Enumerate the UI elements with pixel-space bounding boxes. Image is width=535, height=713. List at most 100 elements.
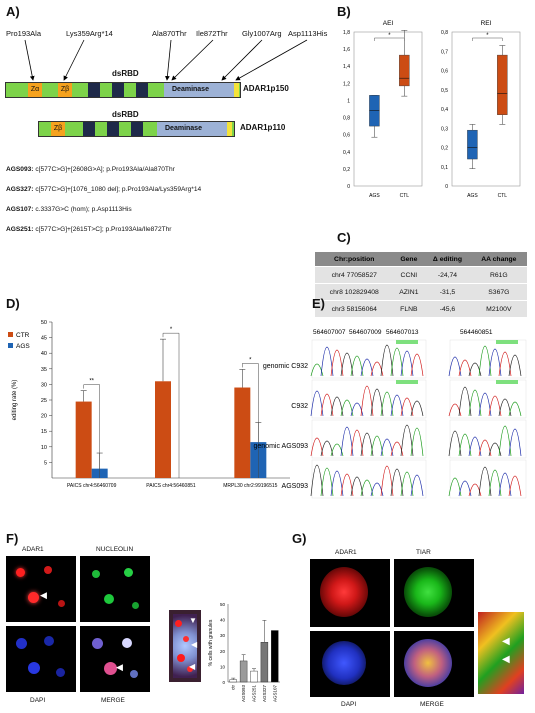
position-label: 564607007 [313,329,346,336]
mutation-label: Ala870Thr [152,29,187,38]
table-row: chr8 102829408 AZIN1 -31,5 S367G [315,283,527,301]
dsrbd-domain [88,83,100,97]
adar1-micrograph [310,559,390,627]
significance-bracket [83,384,100,478]
y-tick-label: 10 [220,664,226,669]
x-tick-label: AGS093 [241,685,246,703]
dsrbd-label-p150: dsRBD [112,69,139,78]
significance-bracket [242,363,259,478]
dsrbd-domain [136,83,148,97]
y-axis-label: % cells with granules [208,619,214,666]
y-tick-label: 5 [44,460,47,466]
y-tick-label: 0,4 [441,107,448,113]
bar [229,679,237,683]
x-tick-label: AGS251 [252,685,257,703]
dsrbd-label-p110: dsRBD [112,110,139,119]
trace-peak [508,428,522,457]
arrowhead-icon: ◀ [189,662,196,671]
panel-b-label: B) [337,4,351,19]
y-tick-label: 25 [41,398,47,404]
trace-peak [448,430,462,457]
tiar-caption: TIAR [416,549,431,556]
trace-peak [390,441,404,457]
dapi-micrograph [310,631,390,697]
trace-peak [310,464,324,497]
y-tick-label: 15 [41,429,47,435]
trace-peak [370,482,384,497]
x-tick-label: PAICS chr4:56460709 [67,483,117,489]
trace-peak [488,442,502,457]
z-beta-domain: Zβ [51,122,65,136]
y-tick-label: 0,7 [441,49,448,55]
trace-peak [478,345,492,377]
bar [75,401,92,478]
mutation-label: Asp1113His [288,29,328,38]
merge-zoom-inset: ▼ ◀ ◀ [169,610,201,682]
table-cell: -31,5 [424,283,471,301]
y-tick-label: 0,2 [343,167,350,173]
trace-peak [310,390,324,417]
y-tick-label: 20 [41,414,47,420]
bar [271,630,279,683]
table-cell: -45,6 [424,300,471,317]
sample-label: genomic C932 [263,363,308,370]
adar1-caption: ADAR1 [22,546,44,553]
patient-id: AGS093: [6,166,34,173]
trace-peak [380,465,394,497]
trace-peak [478,466,492,497]
patient-genotype: AGS093: c[577C>G]+[2608G>A]; p.Pro193Ala… [6,166,175,173]
quality-bar [496,340,518,344]
arrowhead-icon: ◀ [116,662,123,672]
patient-id: AGS251: [6,226,34,233]
trace-peak [498,425,512,457]
x-tick-label: ctr [231,684,236,690]
trace-peak [478,392,492,417]
trace-peak [350,429,364,457]
column-header: AA change [470,252,527,267]
merge-micrograph: ◀ [80,626,150,692]
trace-peak [330,443,344,457]
panel-c-label: C) [337,230,351,245]
trace-peak [380,391,394,417]
trace-peak [498,351,512,377]
trace-peak [488,469,502,497]
panel-a-label: A) [6,4,20,19]
x-tick-label: AGS [467,193,478,199]
trace-peak [320,467,334,497]
nucleolin-micrograph [80,556,150,622]
box [399,54,410,87]
trace-peak [410,427,424,457]
quality-bar [496,380,518,384]
p110-label: ADAR1p110 [240,123,286,132]
x-tick-label: CTL [498,193,508,199]
x-tick-label: MRPL30 chr2:99196515 [223,483,277,489]
table-cell: R61G [470,266,527,284]
legend-swatch [8,332,13,337]
patient-variant: c[577C>G]+[2615T>C]; p.Pro193Ala/Ile872T… [33,226,172,233]
trace-peak [488,348,502,377]
legend-label: CTR [16,332,30,339]
quality-bar [396,380,418,384]
x-tick-label: AGS [369,193,380,199]
y-tick-label: 35 [41,367,47,373]
trace-peak [410,353,424,377]
trace-frame [311,459,427,499]
bar [239,660,248,683]
trace-peak [448,403,462,417]
table-row: chr3 58156064 FLNB -45,6 M2100V [315,300,527,317]
y-tick-label: 0 [222,680,225,685]
trace-peak [340,426,354,457]
patient-genotype: AGS251: c[577C>G]+[2615T>C]; p.Pro193Ala… [6,226,172,233]
y-tick-label: 30 [220,633,226,638]
sample-label: genomic AGS093 [254,443,309,450]
y-tick-label: 0,4 [343,150,350,156]
y-tick-label: 45 [41,336,47,342]
trace-peak [508,401,522,417]
y-tick-label: 1,2 [343,81,350,87]
significance-label: * [486,33,489,39]
adar1-caption: ADAR1 [335,549,357,556]
trace-frame [311,339,427,379]
trace-peak [360,385,374,417]
sample-label: C932 [291,403,308,410]
patient-genotype: AGS107: c.3337G>C (hom); p.Asp1113His [6,206,132,213]
